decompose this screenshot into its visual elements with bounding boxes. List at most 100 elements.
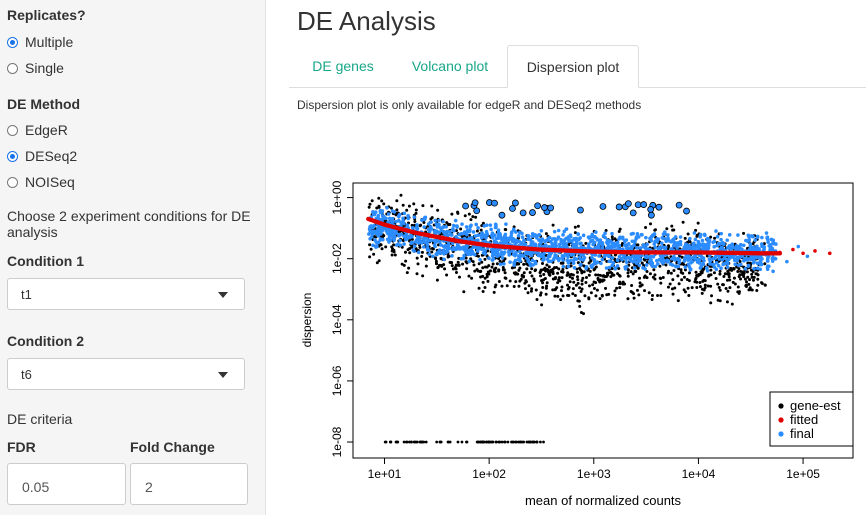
outlier-point (647, 211, 655, 219)
gene-est-point (414, 208, 418, 212)
gene-est-point (390, 245, 394, 249)
tab-volcano-plot[interactable]: Volcano plot (411, 58, 489, 74)
fdr-input[interactable]: 0.05 (7, 463, 126, 505)
gene-est-point (500, 284, 504, 288)
outlier-point (647, 206, 655, 213)
gene-est-point (573, 225, 577, 229)
gene-est-point (763, 262, 767, 266)
final-point (402, 211, 407, 216)
final-point (762, 245, 766, 250)
radio-method-noiseq[interactable]: NOISeq (7, 174, 75, 190)
final-point (564, 227, 569, 232)
outlier-point (491, 199, 498, 207)
radio-dot[interactable] (7, 176, 18, 188)
final-point (550, 237, 555, 241)
gene-est-point (477, 286, 481, 290)
final-point (442, 230, 446, 234)
final-point (618, 235, 622, 240)
gene-est-point (703, 283, 707, 287)
final-point (499, 250, 504, 254)
final-point (572, 237, 577, 242)
tab-dispersion-plot[interactable]: Dispersion plot (507, 45, 639, 88)
gene-est-point (504, 228, 508, 232)
radio-method-edger[interactable]: EdgeR (7, 122, 68, 138)
final-point (672, 243, 677, 247)
gene-est-point (495, 262, 499, 266)
final-point (457, 232, 462, 237)
radio-method-deseq2[interactable]: DESeq2 (7, 148, 77, 164)
final-point (368, 228, 372, 233)
x-tick-label: 1e+04 (682, 467, 716, 481)
tab-de-genes[interactable]: DE genes (312, 58, 374, 74)
gene-est-point (486, 249, 490, 253)
final-point (500, 256, 505, 260)
radio-dot[interactable] (7, 124, 18, 136)
final-point (641, 244, 646, 249)
gene-est-point (560, 270, 564, 274)
gene-est-point (598, 297, 602, 301)
final-point (397, 212, 402, 217)
final-point (712, 239, 717, 244)
radio-dot[interactable] (7, 36, 18, 48)
radio-dot[interactable] (7, 150, 18, 162)
final-point (469, 247, 473, 252)
gene-est-point (620, 243, 624, 247)
final-point (595, 245, 600, 249)
final-point (631, 231, 635, 236)
gene-est-point (626, 268, 630, 272)
gene-est-point (475, 268, 479, 272)
gene-est-point (415, 440, 419, 444)
final-point (533, 233, 538, 237)
final-point (579, 262, 583, 267)
final-point (468, 227, 472, 232)
final-point (517, 230, 522, 235)
radio-replicates-single[interactable]: Single (7, 60, 64, 76)
final-point (623, 243, 627, 248)
gene-est-point (709, 284, 713, 288)
gene-est-point (430, 250, 434, 254)
gene-est-point (544, 292, 548, 296)
fold-change-input[interactable]: 2 (130, 463, 248, 505)
final-point (571, 242, 575, 247)
gene-est-point (725, 278, 729, 282)
condition1-select[interactable]: t1 (7, 278, 245, 310)
gene-est-point (467, 233, 471, 237)
final-point (771, 238, 776, 243)
final-point (742, 259, 746, 263)
final-point (421, 245, 426, 249)
gene-est-point (407, 204, 411, 208)
de-method-label: DE Method (7, 96, 81, 112)
gene-est-point (742, 275, 746, 279)
gene-est-point (653, 228, 657, 232)
gene-est-point (467, 274, 471, 278)
final-point (375, 231, 380, 236)
condition2-select[interactable]: t6 (7, 358, 245, 390)
gene-est-point (430, 204, 434, 208)
final-point (656, 262, 660, 266)
gene-est-point (570, 276, 574, 280)
sidebar: Replicates? Multiple Single DE Method Ed… (0, 0, 266, 515)
radio-replicates-multiple[interactable]: Multiple (7, 34, 73, 50)
final-point (487, 256, 491, 261)
gene-est-point (592, 286, 596, 290)
final-point (641, 266, 645, 270)
final-point (488, 223, 493, 227)
final-point (702, 245, 707, 249)
radio-label: Multiple (25, 34, 74, 50)
gene-est-point (650, 293, 654, 297)
final-point (626, 242, 631, 247)
gene-est-point (694, 277, 698, 281)
gene-est-point (436, 208, 440, 212)
gene-est-point (534, 288, 538, 292)
gene-est-point (500, 440, 504, 444)
final-point (697, 261, 702, 265)
final-point (371, 243, 375, 248)
gene-est-point (587, 273, 591, 277)
radio-dot[interactable] (7, 62, 18, 74)
gene-est-point (728, 278, 732, 282)
gene-est-point (541, 286, 545, 290)
gene-est-point (659, 276, 663, 280)
final-point (511, 236, 516, 241)
gene-est-point (491, 440, 494, 444)
final-point (520, 235, 525, 240)
